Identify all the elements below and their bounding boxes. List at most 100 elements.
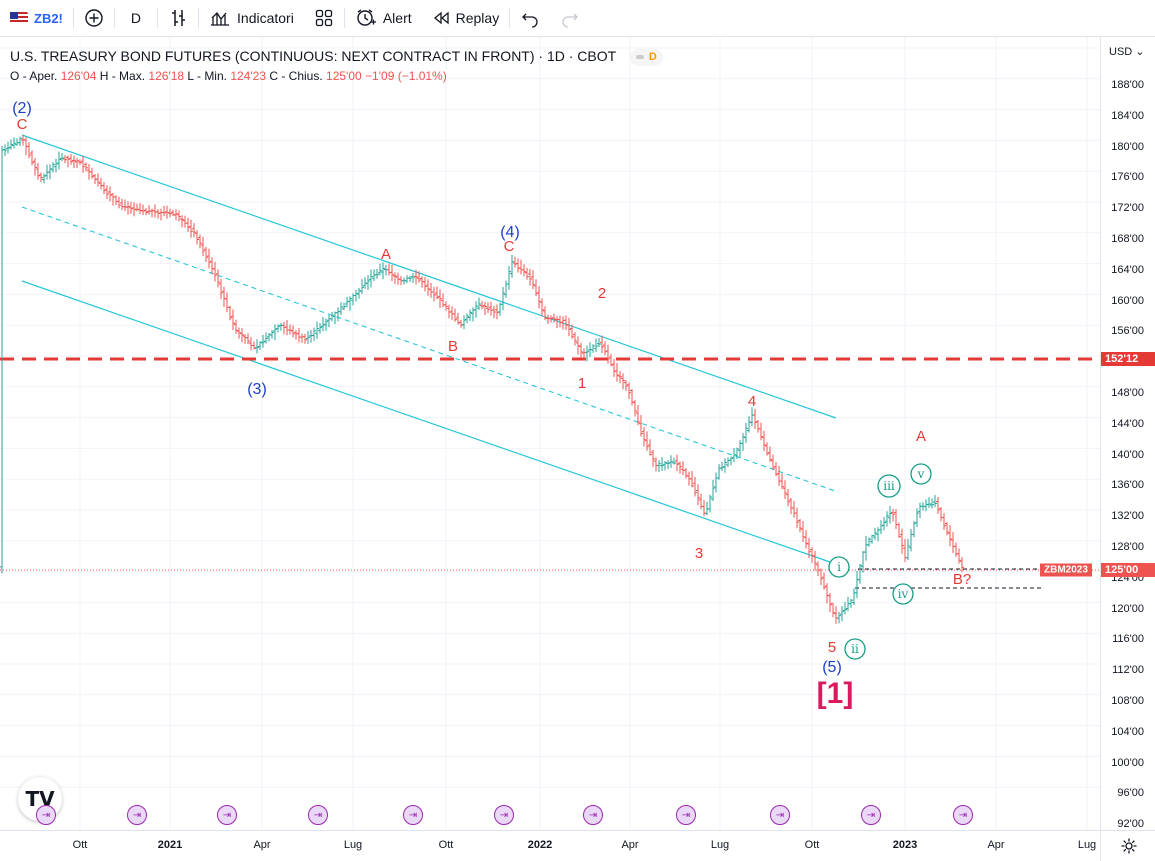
- price-axis[interactable]: USD ⌄ 188'00 184'00 180'00 176'00 172'00 168'…: [1100, 37, 1155, 830]
- data-status-badge[interactable]: D: [629, 48, 663, 66]
- events-icon[interactable]: ⇥: [494, 805, 514, 825]
- wave-marker-circle[interactable]: [910, 463, 932, 485]
- alert-button[interactable]: Alert: [345, 0, 422, 36]
- wave-label-blue[interactable]: (2): [12, 100, 32, 117]
- price-tick-label: 172'00: [1111, 202, 1144, 215]
- events-icon[interactable]: ⇥: [403, 805, 423, 825]
- channel-lower-line[interactable]: [21, 280, 831, 563]
- ohlc-bar: [639, 415, 643, 437]
- time-axis[interactable]: Ott 2021 Apr Lug Ott 2022 Apr Lug Ott 2023 Apr Lug: [0, 830, 1100, 861]
- chart-pane[interactable]: (2) (3) (4) (5) C A B C 1 2 3 4 5 A B? [1] i ii iii iv v U.S…: [0, 37, 1100, 830]
- wave-label-red[interactable]: C: [504, 238, 515, 255]
- ohlc-bar: [615, 362, 619, 382]
- ohlc-bar: [144, 208, 148, 216]
- ohlc-bar: [255, 339, 259, 354]
- ohlc-bar: [468, 309, 472, 321]
- chart-type-button[interactable]: [158, 0, 198, 36]
- events-icon[interactable]: ⇥: [217, 805, 237, 825]
- ohlc-bar: [741, 432, 745, 451]
- wave-label-blue[interactable]: (5): [822, 659, 842, 676]
- ohlc-bar: [435, 286, 439, 300]
- compare-button[interactable]: [74, 0, 114, 36]
- wave-label-blue[interactable]: (4): [500, 224, 520, 241]
- redo-button[interactable]: [550, 0, 590, 36]
- wave-marker-circle[interactable]: [892, 583, 914, 605]
- ohlc-bar: [444, 301, 448, 311]
- wave-label-green[interactable]: ii: [851, 642, 859, 656]
- ohlc-bar: [18, 136, 22, 146]
- indicators-icon: [211, 11, 230, 26]
- ohlc-bar: [879, 520, 883, 535]
- alert-icon: [357, 9, 376, 26]
- wave-label-red[interactable]: B?: [953, 571, 971, 588]
- wave-label-red[interactable]: 4: [748, 393, 756, 410]
- events-icon[interactable]: ⇥: [308, 805, 328, 825]
- replay-button[interactable]: Replay: [422, 0, 510, 36]
- ohlc-bar: [534, 279, 538, 297]
- wave-label-green[interactable]: iii: [883, 479, 895, 493]
- wave-label-red[interactable]: 2: [598, 285, 606, 302]
- price-tick-label: 156'00: [1111, 325, 1144, 338]
- ohlc-bar: [942, 513, 946, 530]
- wave-label-red[interactable]: B: [448, 338, 458, 355]
- ohlc-bar: [195, 230, 199, 245]
- wave-label-red[interactable]: A: [916, 428, 926, 445]
- replay-icon: [433, 11, 449, 25]
- events-icon[interactable]: ⇥: [583, 805, 603, 825]
- wave-label-blue[interactable]: (3): [247, 381, 267, 398]
- wave-label-red[interactable]: C: [17, 116, 28, 133]
- channel-upper-line[interactable]: [21, 134, 837, 419]
- wave-label-degree-1[interactable]: [1]: [817, 677, 854, 710]
- top-toolbar: ZB2! D Indicatori Alert Replay: [0, 0, 1155, 37]
- events-icon[interactable]: ⇥: [770, 805, 790, 825]
- ohlc-bar: [927, 497, 931, 508]
- interval-button[interactable]: D: [115, 0, 157, 36]
- wave-marker-circle[interactable]: [877, 474, 901, 498]
- events-icon[interactable]: ⇥: [676, 805, 696, 825]
- ohlc-bar: [120, 198, 124, 210]
- symbol-label: ZB2!: [34, 10, 63, 26]
- ohlc-bar: [204, 246, 208, 263]
- ohlc-bar: [813, 550, 817, 571]
- wave-label-red[interactable]: 1: [578, 375, 586, 392]
- symbol-search-button[interactable]: ZB2!: [0, 0, 73, 36]
- chart-settings-button[interactable]: [1100, 830, 1155, 861]
- ohlc-bar: [9, 139, 13, 150]
- events-icon[interactable]: ⇥: [36, 805, 56, 825]
- wave-label-red[interactable]: A: [381, 246, 391, 263]
- events-icon[interactable]: ⇥: [861, 805, 881, 825]
- ohlc-bar: [135, 203, 139, 212]
- undo-button[interactable]: [510, 0, 550, 36]
- ohlc-bar: [711, 479, 715, 501]
- ohlc-bar: [477, 297, 481, 310]
- currency-selector[interactable]: USD ⌄: [1109, 45, 1145, 58]
- ohlc-bar: [531, 270, 535, 290]
- toolbar-divider: [113, 8, 115, 28]
- ohlc-bar: [174, 209, 178, 221]
- wave-label-green[interactable]: i: [837, 560, 841, 574]
- indicators-button[interactable]: Indicatori: [199, 0, 304, 36]
- wave-marker-circle[interactable]: [844, 638, 866, 660]
- events-icon[interactable]: ⇥: [953, 805, 973, 825]
- ohlc-bar: [141, 204, 145, 216]
- ohlc-bar: [882, 517, 886, 531]
- ohlc-bar: [210, 257, 214, 275]
- wave-marker-circle[interactable]: [828, 556, 850, 578]
- ohlc-bar: [168, 208, 172, 218]
- ohlc-bar: [51, 162, 55, 173]
- wave-label-green[interactable]: v: [917, 467, 925, 481]
- channel-mid-line[interactable]: [21, 206, 839, 493]
- ohlc-bar: [603, 341, 607, 356]
- ohlc-bar: [453, 308, 457, 322]
- wave-label-green[interactable]: iv: [898, 587, 909, 601]
- templates-button[interactable]: [304, 0, 344, 36]
- chart-title: U.S. TREASURY BOND FUTURES (CONTINUOUS: …: [10, 48, 616, 64]
- ohlc-bar: [432, 286, 436, 302]
- ohlc-bar: [354, 289, 358, 302]
- wave-label-red[interactable]: 5: [828, 639, 836, 656]
- events-icon[interactable]: ⇥: [127, 805, 147, 825]
- open-label: O - Aper.: [10, 69, 58, 83]
- wave-label-red[interactable]: 3: [695, 545, 703, 562]
- ohlc-bar: [657, 460, 661, 473]
